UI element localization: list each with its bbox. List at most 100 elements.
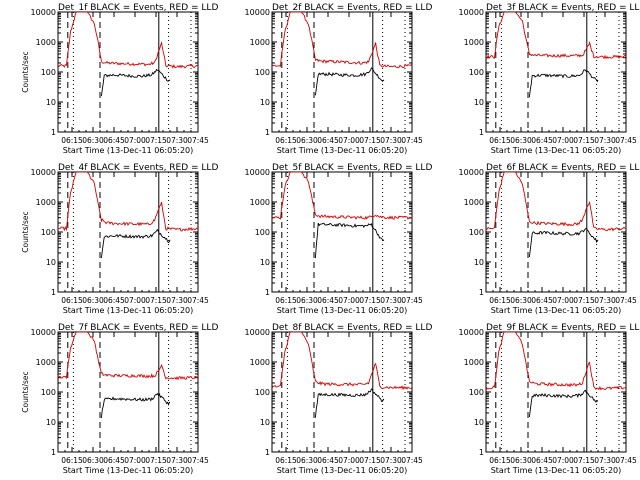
y-tick-label: 10000: [31, 168, 56, 177]
y-tick-label: 10: [46, 258, 56, 267]
y-tick-label: 10000: [245, 8, 270, 17]
detector-panel: Det_1f BLACK = Events, RED = LLD 1 10 100 10…: [21, 3, 218, 155]
y-tick-label: 10000: [31, 328, 56, 337]
events-series-line: [528, 227, 599, 258]
y-tick-label: 1000: [464, 198, 484, 207]
panel-title: Det_5f BLACK = Events, RED = LLD: [272, 163, 432, 173]
x-tick-label: 06:45: [317, 456, 339, 465]
x-tick-label: 06:30: [510, 296, 532, 305]
lld-series-line: [58, 172, 198, 232]
x-tick-label: 06:30: [82, 456, 104, 465]
x-tick-label: 06:15: [275, 296, 297, 305]
x-tick-label: 07:00: [124, 456, 146, 465]
events-series-line: [100, 68, 171, 97]
x-tick-label: 07:45: [615, 456, 637, 465]
x-axis-label: Start Time (13-Dec-11 06:05:20): [63, 466, 194, 475]
x-tick-label: 06:15: [275, 456, 297, 465]
panel-title: Det_8f BLACK = Events, RED = LLD: [272, 323, 432, 333]
y-tick-label: 100: [255, 68, 270, 77]
x-tick-label: 07:45: [615, 136, 637, 145]
x-tick-label: 07:30: [380, 296, 402, 305]
y-tick-label: 10000: [31, 8, 56, 17]
detector-panel: Det_4f BLACK = Events, RED = LLD 1 10 100 10…: [21, 163, 218, 315]
y-axis-label: Counts/sec: [21, 51, 30, 92]
x-tick-label: 07:15: [145, 456, 167, 465]
events-series-line: [528, 389, 599, 418]
panel-title: Det_9f BLACK = Events, RED = LLD: [486, 323, 640, 333]
x-tick-label: 06:30: [82, 136, 104, 145]
y-tick-label: 1000: [250, 38, 270, 47]
y-tick-label: 100: [255, 228, 270, 237]
y-axis-label: Counts/sec: [21, 371, 30, 412]
x-tick-label: 06:45: [103, 136, 125, 145]
x-tick-label: 07:30: [594, 456, 616, 465]
detector-panel: Det_6f BLACK = Events, RED = LLD 1 10 100 10…: [459, 163, 640, 315]
x-tick-label: 06:30: [296, 136, 318, 145]
x-tick-label: 07:30: [166, 296, 188, 305]
events-series-line: [100, 392, 171, 419]
y-tick-label: 100: [469, 68, 484, 77]
y-tick-label: 1: [51, 448, 56, 457]
y-tick-label: 1000: [36, 198, 56, 207]
y-tick-label: 100: [255, 388, 270, 397]
x-tick-label: 06:30: [82, 296, 104, 305]
x-axis-label: Start Time (13-Dec-11 06:05:20): [491, 146, 622, 155]
y-tick-label: 10000: [459, 328, 484, 337]
x-tick-label: 07:45: [187, 136, 209, 145]
y-tick-label: 10000: [459, 8, 484, 17]
x-tick-label: 07:45: [187, 296, 209, 305]
x-tick-label: 07:30: [594, 136, 616, 145]
x-tick-label: 06:15: [61, 456, 83, 465]
lld-series-line: [486, 172, 626, 232]
x-tick-label: 07:45: [187, 456, 209, 465]
y-tick-label: 1: [265, 448, 270, 457]
x-tick-label: 06:30: [510, 456, 532, 465]
y-tick-label: 1: [51, 128, 56, 137]
y-tick-label: 10000: [245, 328, 270, 337]
x-tick-label: 07:00: [338, 136, 360, 145]
y-tick-label: 100: [41, 68, 56, 77]
y-tick-label: 1000: [250, 358, 270, 367]
panel-title: Det_2f BLACK = Events, RED = LLD: [272, 3, 432, 13]
y-tick-label: 100: [469, 388, 484, 397]
y-tick-label: 1000: [250, 198, 270, 207]
y-tick-label: 10: [46, 98, 56, 107]
x-tick-label: 07:45: [401, 296, 423, 305]
x-tick-label: 06:45: [531, 296, 553, 305]
detector-panel: Det_3f BLACK = Events, RED = LLD 1 10 100 10…: [459, 3, 640, 155]
x-tick-label: 06:15: [61, 136, 83, 145]
y-tick-label: 10: [474, 98, 484, 107]
x-tick-label: 06:30: [296, 456, 318, 465]
x-tick-label: 07:30: [166, 456, 188, 465]
lld-series-line: [58, 332, 198, 381]
x-tick-label: 07:15: [359, 296, 381, 305]
x-tick-label: 06:30: [510, 136, 532, 145]
events-series-line: [100, 228, 171, 259]
panel-title: Det_6f BLACK = Events, RED = LLD: [486, 163, 640, 173]
x-tick-label: 06:45: [103, 456, 125, 465]
x-tick-label: 07:15: [573, 136, 595, 145]
x-tick-label: 06:45: [531, 456, 553, 465]
x-tick-label: 07:45: [401, 136, 423, 145]
x-tick-label: 06:45: [531, 136, 553, 145]
y-tick-label: 100: [469, 228, 484, 237]
y-tick-label: 10: [474, 258, 484, 267]
x-tick-label: 06:15: [489, 456, 511, 465]
x-axis-label: Start Time (13-Dec-11 06:05:20): [63, 146, 194, 155]
x-tick-label: 06:45: [317, 296, 339, 305]
lld-series-line: [272, 12, 412, 69]
panel-title: Det_7f BLACK = Events, RED = LLD: [58, 323, 218, 333]
x-tick-label: 07:00: [124, 136, 146, 145]
x-axis-label: Start Time (13-Dec-11 06:05:20): [491, 466, 622, 475]
x-tick-label: 06:15: [489, 136, 511, 145]
x-tick-label: 06:15: [489, 296, 511, 305]
y-tick-label: 100: [41, 228, 56, 237]
x-tick-label: 07:15: [359, 456, 381, 465]
y-tick-label: 1000: [464, 358, 484, 367]
y-tick-label: 1000: [464, 38, 484, 47]
detector-panel: Det_5f BLACK = Events, RED = LLD 1 10 100 10…: [245, 163, 433, 315]
x-tick-label: 06:15: [275, 136, 297, 145]
events-series-line: [528, 69, 599, 98]
x-tick-label: 07:15: [145, 136, 167, 145]
